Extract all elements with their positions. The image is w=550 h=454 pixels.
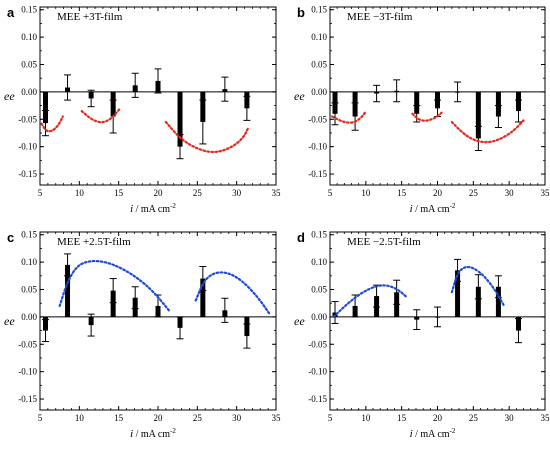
x-tick-label: 5 — [38, 413, 43, 423]
x-axis-label: i / mA cm-2 — [410, 202, 456, 215]
x-axis-unit: / mA cm — [133, 204, 170, 215]
x-tick-label: 20 — [154, 413, 164, 423]
fit-curve — [452, 120, 524, 142]
y-tick-label: 0.05 — [311, 285, 327, 295]
x-tick-label: 35 — [272, 188, 282, 198]
x-axis-label: i / mA cm-2 — [130, 427, 176, 440]
y-tick-label: 0.10 — [311, 32, 327, 42]
panel-title: MEE −3T-film — [347, 11, 413, 23]
panel-letter: b — [297, 5, 305, 20]
y-tick-label: 0.15 — [311, 230, 327, 240]
x-tick-label: 15 — [397, 188, 407, 198]
x-tick-label: 25 — [193, 188, 203, 198]
x-axis-unit: / mA cm — [413, 204, 450, 215]
x-tick-label: 25 — [469, 188, 479, 198]
y-tick-label: -0.10 — [308, 142, 327, 152]
y-tick-label: -0.15 — [308, 169, 327, 179]
panel-letter: c — [7, 230, 14, 245]
y-tick-label: -0.15 — [18, 169, 37, 179]
y-tick-label: -0.05 — [18, 339, 37, 349]
x-axis-label: i / mA cm-2 — [410, 427, 456, 440]
panel-title: MEE +2.5T-film — [57, 236, 131, 248]
x-tick-label: 20 — [433, 413, 443, 423]
x-axis-exponent: -2 — [450, 202, 456, 210]
x-tick-label: 30 — [232, 413, 242, 423]
y-tick-label: -0.15 — [308, 394, 327, 404]
x-tick-label: 10 — [75, 413, 85, 423]
x-tick-label: 10 — [361, 188, 371, 198]
y-tick-label: -0.10 — [18, 367, 37, 377]
y-tick-label: -0.05 — [308, 114, 327, 124]
y-tick-label: -0.10 — [18, 142, 37, 152]
y-tick-label: 0.10 — [21, 257, 37, 267]
x-axis-exponent: -2 — [170, 427, 176, 435]
y-tick-label: 0.15 — [21, 5, 37, 15]
plot-frame — [40, 232, 276, 410]
x-tick-label: 15 — [114, 413, 124, 423]
y-tick-label: 0.00 — [311, 312, 327, 322]
y-tick-label: -0.15 — [18, 394, 37, 404]
y-tick-label: 0.05 — [311, 60, 327, 70]
y-tick-label: 0.05 — [21, 285, 37, 295]
x-tick-label: 10 — [361, 413, 371, 423]
panel-b: -0.15 -0.10 -0.05 0.00 0.05 0.10 0.15 5 10 15 20 25… — [294, 5, 550, 215]
panel-title: MEE −2.5T-film — [347, 236, 421, 248]
panel-c: -0.15 -0.10 -0.05 0.00 0.05 0.10 0.15 5 10 15 20 25… — [4, 230, 281, 440]
plot-frame — [40, 7, 276, 185]
x-tick-label: 35 — [541, 188, 550, 198]
panel-letter: d — [297, 230, 305, 245]
x-axis-exponent: -2 — [450, 427, 456, 435]
panel-a: -0.15 -0.10 -0.05 0.00 0.05 0.10 0.15 5 10 15 20 25… — [4, 5, 281, 215]
y-axis-label: ee — [294, 89, 305, 103]
y-tick-label: 0.00 — [311, 87, 327, 97]
x-tick-label: 25 — [469, 413, 479, 423]
x-axis-label: i / mA cm-2 — [130, 202, 176, 215]
y-tick-label: 0.05 — [21, 60, 37, 70]
y-tick-label: 0.10 — [311, 257, 327, 267]
y-tick-label: -0.05 — [308, 339, 327, 349]
y-tick-label: 0.15 — [21, 230, 37, 240]
y-axis-label: ee — [4, 314, 15, 328]
x-axis-unit: / mA cm — [413, 429, 450, 440]
x-tick-label: 25 — [193, 413, 203, 423]
y-tick-label: 0.00 — [21, 87, 37, 97]
x-tick-label: 15 — [397, 413, 407, 423]
x-tick-label: 35 — [541, 413, 550, 423]
x-axis-exponent: -2 — [170, 202, 176, 210]
x-tick-label: 20 — [154, 188, 164, 198]
fit-curve — [196, 272, 270, 314]
x-tick-label: 20 — [433, 188, 443, 198]
x-axis-unit: / mA cm — [133, 429, 170, 440]
x-tick-label: 35 — [272, 413, 282, 423]
x-tick-label: 30 — [232, 188, 242, 198]
x-tick-label: 5 — [328, 413, 333, 423]
y-tick-label: 0.00 — [21, 312, 37, 322]
y-axis-label: ee — [4, 89, 15, 103]
y-tick-label: 0.15 — [311, 5, 327, 15]
x-tick-label: 5 — [38, 188, 43, 198]
x-tick-label: 5 — [328, 188, 333, 198]
x-tick-label: 10 — [75, 188, 85, 198]
panel-d: -0.15 -0.10 -0.05 0.00 0.05 0.10 0.15 5 10 15 20 25… — [294, 230, 550, 440]
y-tick-label: -0.05 — [18, 114, 37, 124]
y-tick-label: 0.10 — [21, 32, 37, 42]
panel-letter: a — [7, 5, 15, 20]
y-axis-label: ee — [294, 314, 305, 328]
x-tick-label: 30 — [505, 188, 515, 198]
x-tick-label: 30 — [505, 413, 515, 423]
x-tick-label: 15 — [114, 188, 124, 198]
y-tick-label: -0.10 — [308, 367, 327, 377]
panel-title: MEE +3T-film — [57, 11, 123, 23]
